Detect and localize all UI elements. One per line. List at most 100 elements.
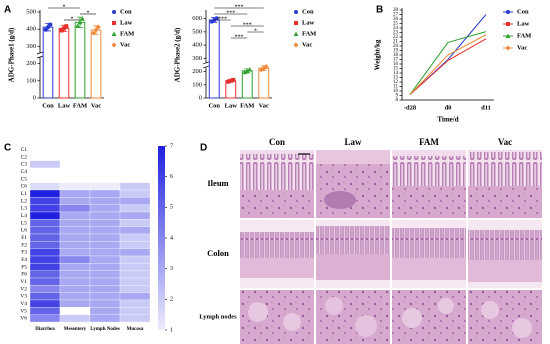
legend-label: FAM	[517, 32, 531, 39]
heatmap-cell	[29, 182, 61, 191]
x-tick-label: d0	[445, 104, 452, 111]
y-axis-label: ADG-Phase1 (g/d)	[8, 27, 16, 82]
column-label: Diarrhea	[35, 327, 55, 332]
line	[409, 38, 487, 95]
heatmap-cell	[119, 277, 151, 286]
legend-marker	[112, 10, 116, 14]
panel-label: A	[4, 5, 11, 16]
heatmap-cell	[89, 292, 121, 301]
y-axis-label: ADG-Phase2 (g/d)	[174, 27, 182, 82]
y-tick-label: 0	[33, 94, 36, 101]
panel-label: C	[4, 143, 11, 154]
annotation: ***	[235, 34, 244, 40]
heatmap-cell	[59, 175, 91, 183]
y-tick-label: 27	[393, 13, 399, 18]
heatmap-cell	[29, 175, 61, 183]
heatmap-cell	[119, 263, 151, 271]
y-tick-label: 9	[396, 94, 399, 99]
y-axis-label: Weight/kg	[374, 39, 382, 70]
legend-marker	[96, 24, 101, 30]
heatmap-cell	[29, 248, 61, 257]
row-label: L2	[21, 198, 27, 204]
row-label: C2	[21, 154, 28, 160]
legend-marker	[247, 67, 253, 72]
legend-marker	[228, 78, 233, 83]
legend-label: Vac	[120, 41, 130, 48]
heatmap-cell	[29, 160, 61, 169]
legend-label: Con	[517, 8, 529, 15]
column-label: Mucosa	[127, 327, 144, 332]
y-tick-label: 19	[393, 49, 399, 54]
legend-label: Vac	[517, 44, 527, 51]
histology-image	[240, 150, 314, 218]
row-label: Lymph nodes	[199, 313, 237, 320]
heatmap-cell	[89, 167, 121, 176]
heatmap-cell	[59, 292, 91, 301]
column-label: FAM	[419, 137, 439, 147]
legend-marker	[505, 45, 511, 51]
heatmap-cell	[59, 277, 91, 286]
heatmap-cell	[119, 285, 151, 293]
row-label: F4	[21, 257, 27, 263]
histology-image	[468, 220, 542, 288]
y-tick-label: 10	[393, 89, 399, 94]
legend-marker	[293, 42, 299, 48]
heatmap-cell	[119, 145, 151, 154]
heatmap-cell	[59, 160, 91, 169]
row-label: C3	[21, 162, 28, 168]
colorbar	[158, 146, 165, 330]
legend-marker	[46, 25, 50, 30]
legend-marker	[77, 19, 83, 25]
column-label: Lymph Nodes	[90, 327, 120, 332]
row-label: V1	[20, 279, 27, 285]
legend-marker	[112, 21, 116, 25]
x-axis-label: Time/d	[437, 116, 458, 124]
column-label: Law	[344, 137, 362, 147]
row-label: C4	[21, 169, 28, 175]
row-label: F3	[21, 250, 27, 256]
y-tick-label: 16	[393, 62, 399, 67]
heatmap-cell	[59, 285, 91, 293]
heatmap-cell	[89, 211, 121, 220]
y-tick-label: 22	[393, 35, 399, 40]
legend-marker	[242, 69, 248, 75]
legend-label: Law	[120, 19, 133, 26]
heatmap-cell	[89, 189, 121, 198]
heatmap-cell	[119, 270, 151, 279]
annotation: *	[87, 10, 90, 16]
heatmap-cell	[89, 277, 121, 286]
annotation: ***	[218, 16, 227, 22]
row-label: V5	[20, 308, 27, 314]
row-label: V2	[20, 286, 27, 292]
x-tick-label: Con	[208, 102, 220, 109]
histology-image	[392, 150, 466, 218]
legend-marker	[294, 21, 298, 25]
heatmap-cell	[119, 248, 151, 257]
row-label: V6	[20, 316, 27, 322]
y-tick-label: 11	[393, 85, 398, 90]
legend-marker	[80, 16, 85, 21]
heatmap-cell	[29, 241, 61, 249]
legend-label: Con	[302, 8, 314, 15]
heatmap-cell	[89, 153, 121, 161]
heatmap-cell	[89, 241, 121, 249]
colorbar-tick-label: 6	[170, 174, 173, 180]
heatmap-cell	[59, 211, 91, 220]
heatmap-cell	[119, 314, 151, 323]
heatmap-cell	[29, 189, 61, 198]
axis-break	[203, 62, 209, 67]
row-label: Colon	[207, 248, 229, 258]
heatmap-cell	[119, 167, 151, 176]
legend-label: FAM	[120, 30, 134, 37]
histology-image	[240, 220, 314, 288]
legend-marker	[261, 65, 267, 71]
colorbar-tick-label: 7	[170, 143, 173, 149]
colorbar-tick-label: 1	[170, 327, 173, 333]
row-label: L6	[21, 228, 27, 234]
y-tick-label: 17	[393, 58, 399, 63]
colorbar-tick-label: 5	[170, 205, 173, 211]
x-tick-label: Law	[58, 102, 71, 109]
heatmap-cell	[29, 307, 61, 315]
y-tick-label: 200	[26, 60, 36, 67]
